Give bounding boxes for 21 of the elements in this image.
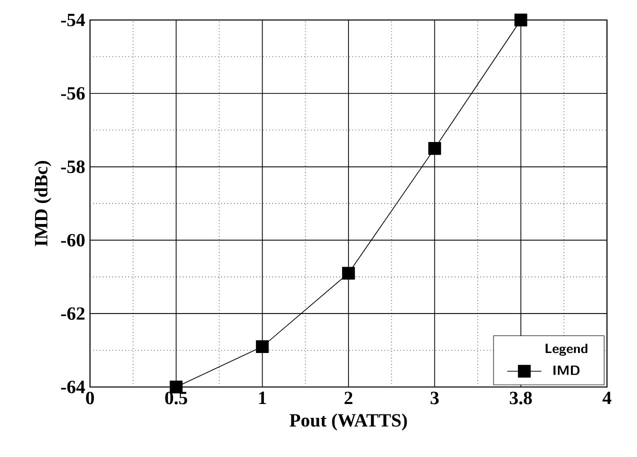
legend-title: Legend	[546, 344, 588, 356]
y-tick-label: -64	[61, 380, 85, 394]
x-tick-label: 0.5	[165, 392, 188, 404]
y-tick-label: -62	[61, 307, 84, 320]
y-tick-label: -58	[61, 160, 85, 174]
y-tick-label: -60	[61, 234, 85, 246]
point	[342, 266, 355, 280]
x-tick-label: 4	[602, 392, 612, 404]
x-axis-title: Pout (WATTS)	[290, 414, 407, 430]
y-tick-label: -56	[61, 87, 85, 100]
x-tick-label: 3	[430, 392, 439, 404]
x-tick-label: 1	[259, 392, 266, 404]
y-tick-label: -54	[61, 14, 85, 26]
x-tick-label: 0	[86, 392, 94, 404]
point	[428, 142, 442, 155]
x-tick-label: 3.8	[510, 392, 532, 404]
point	[256, 340, 269, 354]
x-tick-label: 2	[344, 392, 352, 404]
y-axis-title: IMD (dBc)	[34, 161, 52, 246]
point	[514, 14, 528, 26]
legend-label: IMD	[554, 366, 580, 375]
